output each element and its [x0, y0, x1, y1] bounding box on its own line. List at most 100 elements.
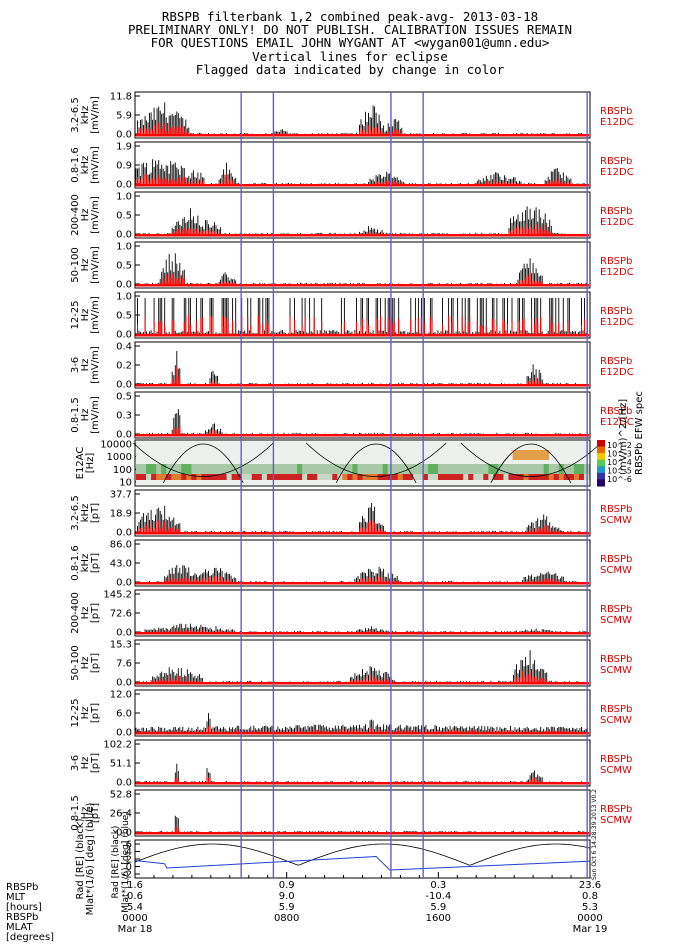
avg-baseline — [136, 782, 589, 785]
y-axis-label: Hz — [80, 807, 91, 820]
gyro-line — [305, 442, 447, 477]
avg-baseline — [136, 532, 589, 535]
sensor-label: SCMW — [600, 615, 632, 626]
spec-cell — [211, 474, 218, 480]
panel-frame-e-0.8-1.6 — [134, 141, 591, 189]
panel-frame-b-3-6 — [134, 739, 591, 787]
spec-cell — [146, 464, 152, 474]
spec-cell — [136, 474, 142, 480]
spec-cell — [211, 464, 218, 474]
y-axis-label: Hz — [80, 657, 91, 670]
spec-cell — [352, 474, 358, 480]
avg-baseline — [136, 134, 589, 137]
spec-cell — [463, 464, 469, 474]
spec-cell — [201, 474, 207, 480]
avg-baseline — [136, 234, 589, 237]
spec-cell — [276, 464, 283, 474]
y-axis-label: kHz — [80, 156, 91, 175]
instrument-label: RBSPb — [600, 206, 632, 217]
spec-cell — [458, 464, 464, 474]
spec-cell — [468, 474, 474, 480]
sensor-label: SCMW — [600, 815, 632, 826]
y-tick-label: 1.0 — [116, 242, 132, 253]
y-axis-label: 0.8-1.6 — [70, 147, 81, 182]
y-tick-label: 0.0 — [116, 330, 132, 341]
y-tick-label: 5.9 — [116, 111, 132, 122]
title-line-1: RBSPB filterbank 1,2 combined peak-avg- … — [161, 9, 539, 24]
spec-cell — [417, 474, 424, 480]
y-tick-label: 11.8 — [110, 92, 132, 103]
spec-cell — [498, 464, 504, 474]
colorbar-label: 10^-6 — [607, 475, 632, 484]
version-stamp: Sun Oct 6 14:28:39 2013 V0.2 — [591, 789, 598, 880]
spec-cell — [392, 464, 399, 474]
spec-cell — [231, 464, 238, 474]
x-axis-value: 0000 — [577, 913, 602, 924]
y-axis-label: Hz — [80, 259, 91, 272]
y-axis-label: 200-400 — [70, 592, 81, 634]
y-tick-label: 1.0 — [116, 192, 132, 203]
y-tick-label: 100 — [113, 465, 132, 476]
y-tick-label: 18.9 — [110, 509, 132, 520]
spec-cell — [392, 474, 399, 480]
x-axis-value: 5.9 — [279, 902, 295, 913]
axis-label-mlat: MLAT — [6, 922, 33, 933]
spec-cell — [538, 474, 545, 480]
sensor-label: SCMW — [600, 515, 632, 526]
spec-cell — [216, 474, 223, 480]
gyro-line — [490, 443, 572, 484]
y-tick-label: 0.5 — [116, 211, 132, 222]
avg-baseline — [136, 384, 589, 387]
instrument-label: RBSPb — [600, 704, 632, 715]
spec-cell — [568, 474, 575, 480]
gyro-line — [335, 443, 417, 484]
spec-cell — [417, 464, 424, 474]
y-axis-label: 0.8-1.5 — [70, 795, 81, 830]
panel-frame-e12ac-spec — [134, 439, 591, 487]
colorbar-swatch — [597, 459, 605, 467]
spec-cell — [221, 464, 228, 474]
instrument-label: RBSPb — [600, 804, 632, 815]
panel-frame-e-50-100 — [134, 241, 591, 289]
spec-cell — [352, 464, 358, 474]
avg-baseline — [136, 434, 589, 437]
spec-cell — [533, 464, 540, 474]
spec-cell — [307, 464, 313, 474]
spec-cell — [322, 464, 328, 474]
spec-cell — [342, 464, 348, 474]
y-axis-label: Hz — [80, 607, 91, 620]
spec-cell — [181, 474, 187, 480]
spec-cell — [226, 474, 233, 480]
avg-baseline — [136, 832, 589, 835]
spec-cell — [488, 464, 494, 474]
spec-cell — [518, 474, 525, 480]
y-axis-label: [mV/m] — [90, 96, 101, 134]
y-axis-label: Hz — [80, 209, 91, 222]
spec-cell — [226, 464, 233, 474]
spec-cell — [427, 464, 434, 474]
gyro-line — [162, 443, 244, 484]
y-axis-label: [pT] — [90, 553, 101, 573]
y-tick-label: 145.2 — [103, 590, 132, 601]
colorbar-label: 10^-3 — [607, 450, 632, 459]
x-axis-value: 0.3 — [430, 880, 446, 891]
instrument-label: RBSPb — [600, 754, 632, 765]
x-axis-value: Mar 19 — [573, 924, 608, 935]
y-axis-label: Mlat*(1/6) [deg] (blue) — [85, 803, 96, 916]
avg-baseline — [136, 582, 589, 585]
y-tick-label: 0.0 — [116, 380, 132, 391]
spec-cell — [216, 464, 223, 474]
spec-cell — [337, 474, 343, 480]
spec-cell — [146, 474, 152, 480]
y-axis-label: kHz — [80, 554, 91, 573]
spec-cell — [407, 464, 414, 474]
y-axis-label: [mV/m] — [90, 296, 101, 334]
spec-cell — [241, 474, 248, 480]
spec-cell — [513, 464, 520, 474]
colorbar-swatch — [597, 453, 605, 461]
y-axis-label: Rad [RE] (black) — [75, 818, 86, 899]
spec-cell — [548, 464, 555, 474]
sensor-label: SCMW — [600, 715, 632, 726]
y-tick-label: 10 — [119, 478, 132, 489]
spec-cell — [297, 474, 303, 480]
